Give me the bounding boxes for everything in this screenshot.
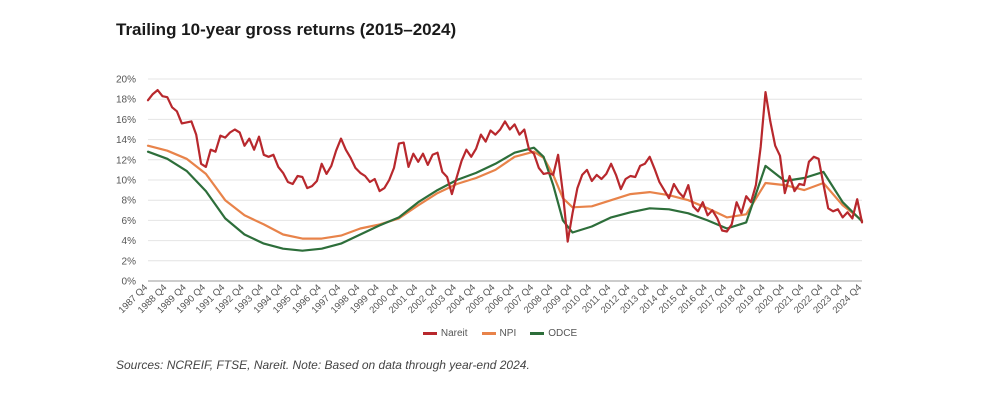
source-note: Sources: NCREIF, FTSE, Nareit. Note: Bas… — [116, 358, 530, 372]
chart-title: Trailing 10-year gross returns (2015–202… — [116, 20, 457, 39]
legend-label: Nareit — [440, 328, 468, 339]
y-tick-label: 14% — [116, 135, 136, 146]
series-lines — [146, 89, 864, 252]
legend-item-npi: NPI — [481, 328, 517, 339]
y-tick-label: 12% — [116, 155, 136, 166]
legend-label: NPI — [499, 328, 517, 339]
y-tick-label: 20% — [116, 75, 136, 86]
y-tick-label: 16% — [116, 115, 136, 126]
series-line-nareit — [146, 89, 864, 243]
y-axis-tick-labels: 0% 2% 4% 6% 8% 10% 12% 14% 16% 18% 20% — [116, 75, 136, 288]
y-tick-label: 10% — [116, 176, 136, 187]
y-tick-label: 18% — [116, 95, 136, 106]
y-tick-label: 6% — [122, 216, 137, 227]
legend-swatch — [481, 332, 496, 335]
legend: Nareit NPI ODCE — [0, 328, 1000, 339]
y-tick-label: 8% — [122, 196, 137, 207]
gridlines — [148, 78, 862, 282]
legend-item-odce: ODCE — [530, 328, 577, 339]
legend-swatch — [422, 332, 437, 335]
y-tick-label: 4% — [122, 236, 137, 247]
y-tick-label: 2% — [122, 256, 137, 267]
series-line-npi — [146, 144, 864, 240]
series-line-odce — [146, 146, 864, 252]
legend-swatch — [530, 332, 545, 335]
legend-item-nareit: Nareit — [422, 328, 468, 339]
legend-label: ODCE — [548, 328, 578, 339]
y-tick-label: 0% — [122, 277, 137, 288]
